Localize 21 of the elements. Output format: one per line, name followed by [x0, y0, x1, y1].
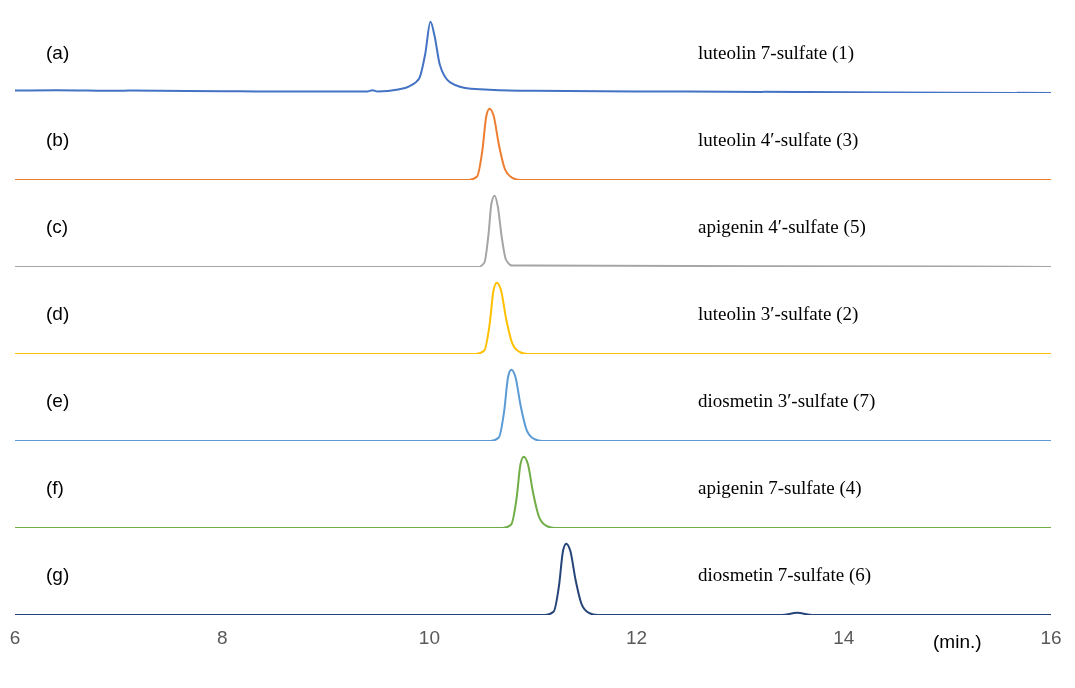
annotation: diosmetin 7-sulfate (6) [698, 564, 872, 586]
annotation: luteolin 4′-sulfate (3) [698, 129, 859, 151]
annotation: luteolin 7-sulfate (1) [698, 42, 855, 64]
x-tick-label: 6 [9, 627, 21, 649]
annotation: diosmetin 3′-sulfate (7) [698, 390, 876, 412]
x-axis-title: (min.) [933, 631, 982, 653]
annotation: apigenin 4′-sulfate (5) [698, 216, 866, 238]
x-tick-label: 12 [626, 627, 648, 649]
x-tick-label: 14 [833, 627, 855, 649]
annotation: (b) [46, 129, 70, 151]
x-tick-label: 16 [1040, 627, 1062, 649]
annotation: (a) [46, 42, 70, 64]
annotation: apigenin 7-sulfate (4) [698, 477, 862, 499]
annotation: (g) [46, 564, 70, 586]
x-tick-label: 10 [418, 627, 440, 649]
x-tick-label: 8 [216, 627, 228, 649]
annotation: luteolin 3′-sulfate (2) [698, 303, 859, 325]
annotation: (f) [46, 477, 64, 499]
annotation: (d) [46, 303, 70, 325]
annotation: (e) [46, 390, 70, 412]
annotation: (c) [46, 216, 69, 238]
